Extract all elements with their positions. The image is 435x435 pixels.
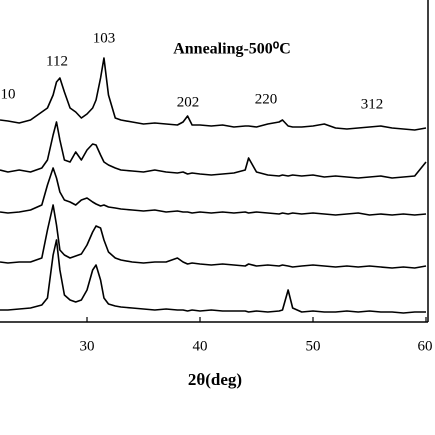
xrd-line [0,57,427,131]
chart-title: Annealing-500⁰C [173,41,291,58]
peak-label: 112 [46,53,68,69]
x-tick-label: 30 [80,338,95,354]
x-tick-label: 60 [418,338,433,354]
peak-label: 220 [255,91,278,107]
xrd-line [0,167,427,216]
peak-label: 202 [177,94,200,110]
xrd-line [0,239,426,314]
xrd-line [0,204,427,269]
peak-label: 10 [1,86,16,102]
x-tick-label: 50 [306,338,321,354]
x-tick-label: 40 [193,338,208,354]
peak-label: 103 [93,30,116,46]
peak-label: 312 [361,96,384,112]
xrd-line [0,121,427,179]
x-axis-label: 2θ(deg) [188,370,242,389]
